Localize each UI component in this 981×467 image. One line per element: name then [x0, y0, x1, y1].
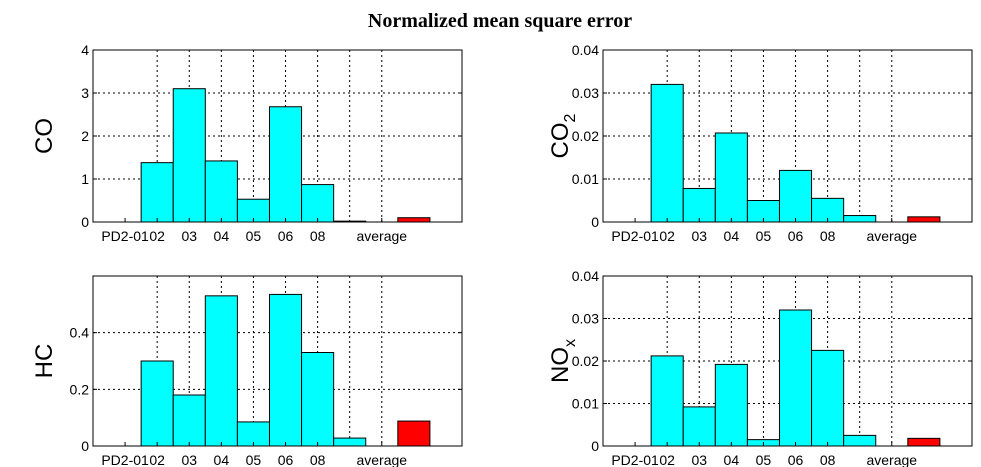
- bar-5: [268, 293, 303, 447]
- bar-2: [682, 187, 716, 223]
- bar-6: [301, 184, 335, 223]
- x-tick-label: 04: [724, 228, 740, 244]
- bar-5: [268, 106, 303, 223]
- bar-5: [778, 169, 813, 223]
- y-tick-label: 0.02: [572, 128, 599, 144]
- x-tick-label: 04: [214, 228, 230, 244]
- bar-2: [682, 406, 716, 447]
- y-axis-label-hc: HC: [31, 344, 58, 379]
- x-tick-label: 08: [820, 452, 836, 467]
- y-tick-label: 0: [81, 214, 89, 230]
- bar-6: [811, 349, 845, 447]
- x-tick-label: 02: [149, 452, 165, 467]
- y-axis-label-co2: CO2: [547, 113, 579, 158]
- x-tick-label: 03: [181, 228, 197, 244]
- y-tick-label: 4: [81, 42, 89, 58]
- y-tick-label: 0: [591, 438, 599, 454]
- y-axis-label-nox: NOx: [547, 339, 579, 383]
- panel-hc: 0 0.2 0.4 PD2-01 02 03 04 05 06 08 average HC: [31, 275, 463, 467]
- bar-7: [333, 437, 367, 447]
- panel-co2: 0 0.01 0.02 0.03 0.04 PD2-01 02 03 04 05 06 08 avera…: [547, 42, 973, 244]
- x-tick-label: 04: [724, 452, 740, 467]
- x-tick-label: 03: [181, 452, 197, 467]
- y-tick-label: 0.04: [572, 268, 599, 284]
- x-tick-label: 05: [246, 452, 262, 467]
- x-tick-label: 03: [691, 228, 707, 244]
- x-tick-label: 05: [246, 228, 262, 244]
- figure-title: Normalized mean square error: [368, 10, 632, 32]
- bar-6: [301, 352, 335, 447]
- y-axis-label-main: NO: [547, 347, 574, 383]
- bar-2: [172, 394, 206, 447]
- y-tick-label: 0.02: [572, 353, 599, 369]
- y-axis-label-main: CO: [547, 122, 574, 158]
- x-tick-label: 08: [310, 452, 326, 467]
- bar-3: [204, 295, 238, 447]
- bar-3: [204, 160, 238, 223]
- bar-9: [907, 437, 941, 447]
- x-tick-label: 05: [756, 228, 772, 244]
- bar-7: [843, 215, 877, 223]
- x-tick-label: 05: [756, 452, 772, 467]
- bar-5: [778, 309, 813, 447]
- bar-9: [907, 216, 941, 223]
- y-tick-label: 0.2: [70, 381, 90, 397]
- x-tick-label: 06: [788, 452, 804, 467]
- bar-1: [650, 355, 684, 447]
- bar-1: [140, 360, 174, 447]
- y-tick-label: 0.01: [572, 396, 599, 412]
- x-tick-label: PD2-01: [101, 452, 149, 467]
- bar-9: [397, 420, 431, 447]
- x-tick-label: average: [356, 452, 407, 467]
- bar-1: [140, 162, 174, 223]
- x-tick-label: 02: [659, 228, 675, 244]
- x-tick-label: 08: [820, 228, 836, 244]
- x-tick-label: 06: [788, 228, 804, 244]
- x-tick-label: 08: [310, 228, 326, 244]
- x-tick-label: PD2-01: [611, 228, 659, 244]
- y-tick-label: 1: [81, 171, 89, 187]
- y-axis-label-main: CO: [31, 118, 58, 154]
- y-tick-label: 0.01: [572, 171, 599, 187]
- bar-3: [714, 132, 748, 223]
- x-tick-label: 03: [691, 452, 707, 467]
- x-tick-label: average: [866, 452, 917, 467]
- y-tick-label: 0: [591, 214, 599, 230]
- bar-2: [172, 88, 206, 223]
- x-tick-label: average: [356, 228, 407, 244]
- y-tick-label: 0: [81, 438, 89, 454]
- bar-9: [397, 217, 431, 223]
- x-tick-label: PD2-01: [611, 452, 659, 467]
- x-tick-label: 02: [149, 228, 165, 244]
- y-tick-label: 2: [81, 128, 89, 144]
- y-tick-label: 0.4: [70, 325, 90, 341]
- y-axis-label-subscript: 2: [562, 113, 579, 122]
- bar-7: [843, 434, 877, 447]
- x-tick-label: 06: [278, 452, 294, 467]
- x-tick-label: average: [866, 228, 917, 244]
- x-tick-label: 04: [214, 452, 230, 467]
- y-tick-label: 0.03: [572, 85, 599, 101]
- y-axis-label-subscript: x: [562, 339, 579, 347]
- y-tick-label: 0.04: [572, 42, 599, 58]
- x-tick-label: PD2-01: [101, 228, 149, 244]
- x-tick-label: 06: [278, 228, 294, 244]
- y-tick-label: 3: [81, 85, 89, 101]
- bar-3: [714, 363, 748, 447]
- axes-box: [92, 275, 463, 447]
- bar-1: [650, 83, 684, 223]
- y-axis-label-co: CO: [31, 118, 58, 154]
- y-tick-label: 0.03: [572, 311, 599, 327]
- panel-co: 0 1 2 3 4 PD2-01 02 03 04 05 06 08 average CO: [31, 42, 463, 244]
- y-axis-label-main: HC: [31, 344, 58, 379]
- panel-nox: 0 0.01 0.02 0.03 0.04 PD2-01 02 03 04 05 06 08 avera…: [547, 268, 973, 467]
- x-tick-label: 02: [659, 452, 675, 467]
